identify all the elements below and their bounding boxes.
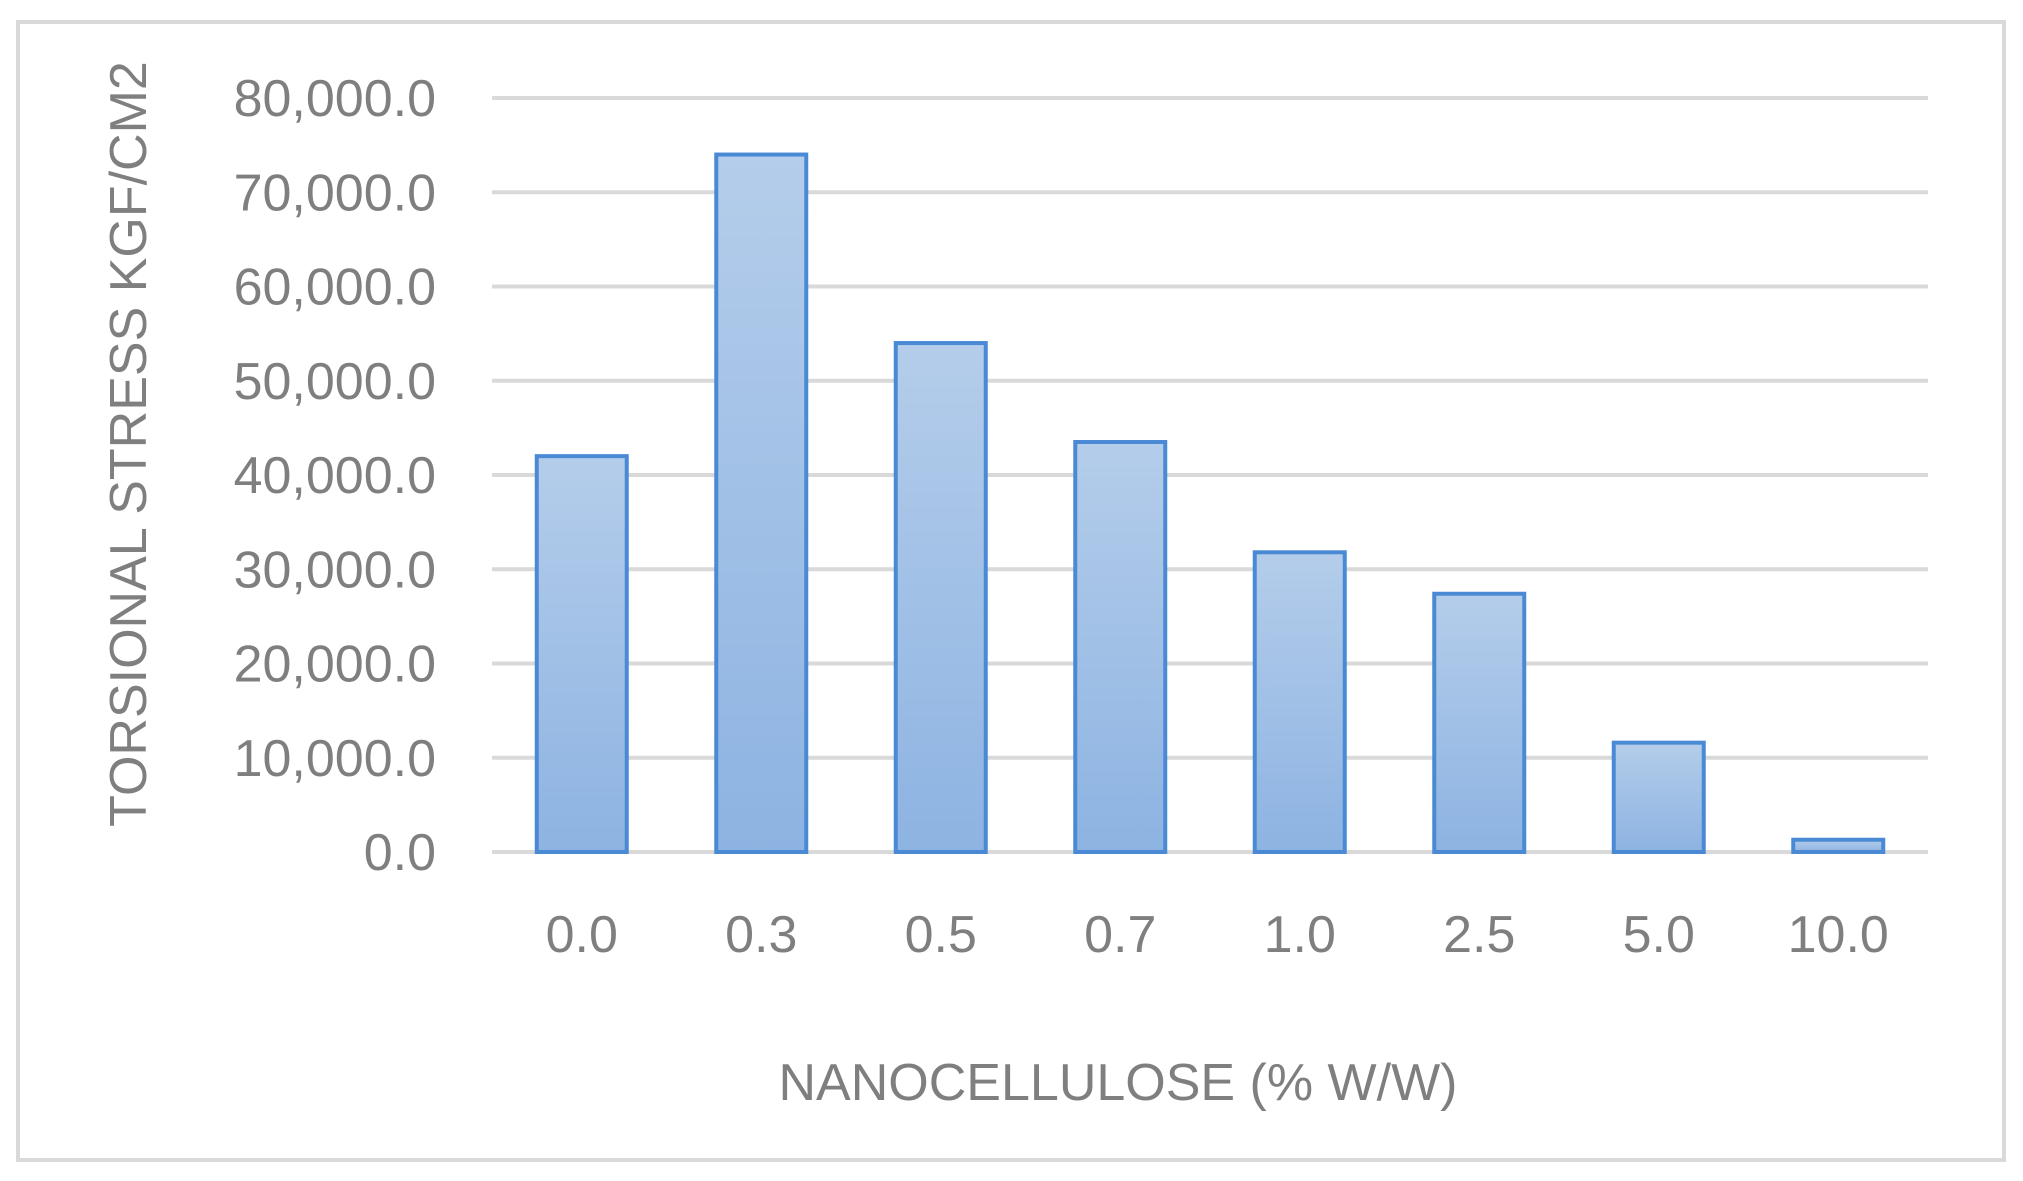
x-axis-tick-labels: 0.0 0.3 0.5 0.7 1.0 2.5 5.0 10.0: [546, 906, 1889, 964]
y-tick-label: 70,000.0: [234, 164, 436, 222]
x-tick-label: 10.0: [1788, 906, 1889, 964]
y-tick-label: 30,000.0: [234, 541, 436, 599]
y-tick-label: 50,000.0: [234, 353, 436, 411]
bar-10-0: [1791, 837, 1886, 854]
bar-0-7: [1073, 440, 1168, 854]
y-tick-label: 0.0: [364, 824, 436, 882]
x-tick-label: 0.7: [1084, 906, 1156, 964]
bar-0-3: [714, 152, 809, 855]
bar-5-0: [1611, 740, 1706, 854]
bar-2-5: [1432, 591, 1527, 854]
bar-0-5: [893, 341, 988, 854]
bar-1-0: [1252, 550, 1347, 854]
y-tick-label: 20,000.0: [234, 636, 436, 694]
y-tick-label: 60,000.0: [234, 259, 436, 317]
x-tick-label: 0.3: [725, 906, 797, 964]
x-tick-label: 1.0: [1264, 906, 1336, 964]
y-axis-tick-labels: 0.0 10,000.0 20,000.0 30,000.0 40,000.0 50,00…: [234, 70, 436, 882]
chart-frame: [16, 20, 2006, 1162]
x-tick-label: 2.5: [1443, 906, 1515, 964]
x-tick-label: 0.5: [905, 906, 977, 964]
y-axis-title: TORSIONAL STRESS KGF/CM2: [100, 61, 158, 827]
x-tick-label: 0.0: [546, 906, 618, 964]
y-tick-label: 40,000.0: [234, 447, 436, 505]
x-tick-label: 5.0: [1623, 906, 1695, 964]
y-tick-label: 80,000.0: [234, 70, 436, 128]
gridlines: [492, 96, 1928, 854]
bars: [534, 152, 1886, 855]
x-axis-title: NANOCELLULOSE (% W/W): [779, 1054, 1458, 1112]
bar-0-0: [534, 454, 629, 854]
y-tick-label: 10,000.0: [234, 730, 436, 788]
